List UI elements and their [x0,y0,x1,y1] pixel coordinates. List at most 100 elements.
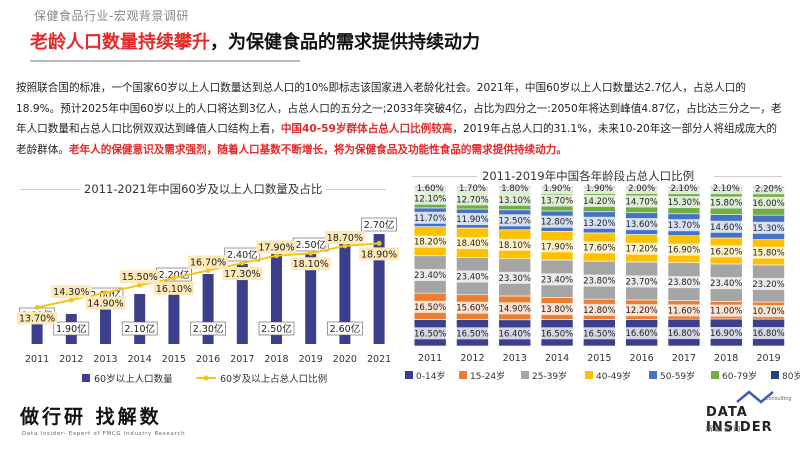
chart2-segment-label: 2.20% [755,184,782,194]
chart1-x-tick: 2019 [299,354,323,365]
chart1-ratio-point [308,250,314,256]
chart1-ratio-label-box [85,296,126,310]
chart2-label-bg [624,275,659,288]
chart2-label-bg [709,277,744,290]
chart1-svg: 1.80亿1.90亿2.00亿2.10亿2.20亿2.30亿2.40亿2.50亿… [17,217,400,385]
chart2-label-bg [709,304,744,317]
chart2-segment-label: 12.70% [456,195,488,205]
chart1-bar-label-box [258,321,295,336]
chart1-bar-label-box [53,321,90,336]
chart1-ratio-point [137,282,143,288]
chart2-label-bg [666,182,701,195]
chart2-segment-label: 16.80% [668,329,700,339]
logo-cn: 解数咨询 [706,425,742,433]
chart2-label-bg [413,300,448,313]
brand-slogan: 做行研 找解数 [20,406,162,428]
chart2-segment-label: 17.90% [541,242,573,252]
chart1-ratio-label-box [119,270,160,284]
chart2-label-bg [751,327,786,340]
chart2-label-bg [582,327,617,340]
chart1-ratio-point [103,290,108,296]
chart2-x-tick: 2014 [545,353,569,364]
chart2-segment-label: 23.20% [752,280,784,290]
chart2-segment-label: 23.80% [583,277,615,287]
chart2-label-bg [666,219,701,232]
chart2-label-bg [624,327,659,340]
chart2-legend-label: 15-24岁 [470,370,505,382]
chart2-label-bg [497,214,532,227]
chart2-label-bg [540,194,575,207]
chart2-segment-label: 18.40% [456,239,488,249]
chart2-label-bg [709,182,744,195]
chart2-segment-label: 13.70% [541,197,573,207]
chart1-ratio-label: 18.70% [327,233,363,244]
chart2-label-bg [582,241,617,254]
chart2-label-bg [666,196,701,209]
page-title: 老龄人口数量持续攀升，为保健食品的需求提供持续动力 [30,28,480,54]
chart2-segment-label: 1.80% [501,184,528,194]
chart2-label-bg [666,327,701,340]
chart2-label-bg [709,196,744,209]
chart1-bar-label: 2.50亿 [295,239,326,251]
chart2-segment-label: 23.40% [710,279,742,289]
title-highlight: 老龄人口数量持续攀升 [30,32,210,53]
chart2-segment-label: 16.50% [456,329,488,339]
chart2-label-bg [666,243,701,256]
chart2-label-bg [455,212,490,225]
chart2-segment-label: 16.90% [710,329,742,339]
chart2-segment-label: 15.80% [752,249,784,259]
chart1-bar [339,244,351,344]
chart2-label-bg [497,193,532,206]
chart1-ratio-label: 14.30% [53,287,89,298]
chart2-segment-label: 14.20% [583,197,615,207]
chart1-ratio-point [342,243,348,249]
chart2-legend-swatch [649,371,657,379]
paragraph-part1: 按照联合国的标准，一个国家60岁以上人口数量达到总人口的10%即标志该国家进入老… [16,82,782,135]
chart2-segment-label: 11.60% [668,306,700,316]
chart1-ratio-label-box [188,255,229,269]
chart2-label-bg [582,182,617,195]
chart1-ratio-label: 17.90% [258,243,294,254]
chart1-bar [134,294,146,344]
chart2-segment-label: 16.50% [414,329,446,339]
chart1-ratio-label: 14.90% [87,299,123,310]
chart2-segment-label: 2.10% [670,184,697,194]
chart2-segment-label: 16.20% [710,247,742,257]
chart1-ratio-label: 15.50% [122,272,158,283]
chart1-ratio-label-box [222,267,263,281]
chart2-legend-label: 60-79岁 [722,370,757,382]
chart2-segment-label: 13.80% [541,305,573,315]
chart2-x-tick: 2016 [630,353,654,364]
chart2-x-tick: 2015 [587,353,611,364]
chart1-x-tick: 2015 [162,354,186,365]
chart2-label-bg [582,274,617,287]
chart2-title-rule-right [714,176,782,177]
chart2-segment-label: 23.70% [625,277,657,287]
chart1-bar [31,324,43,344]
chart2-segment-label: 13.20% [583,219,615,229]
chart2-segment-label: 11.00% [710,307,742,317]
chart2-segment-label: 15.60% [456,304,488,314]
chart1-bar [202,274,214,344]
chart1-title-rule-right [326,189,386,190]
chart1-ratio-point [171,275,177,281]
chart2-segment-label: 16.80% [752,329,784,339]
breadcrumb: 保健食品行业-宏观背景调研 [34,9,189,23]
chart2-legend-label: 40-49岁 [596,370,631,382]
chart2-segment-label: 10.70% [752,307,784,317]
chart1-x-tick: 2018 [264,354,288,365]
chart2-segment-label: 13.10% [499,196,531,206]
chart1-bar-label-box [190,321,226,336]
chart1-ratio-point [274,253,279,259]
chart2-segment-label: 13.60% [625,220,657,230]
chart2-label-bg [455,237,490,250]
chart2-label-bg [413,268,448,281]
chart1-x-tick: 2017 [230,354,254,365]
data-insider-logo-mark [736,390,774,404]
chart2-segment-label: 16.50% [541,329,573,339]
chart2-segment-label: 17.60% [583,243,615,253]
chart1-bar-label: 2.60亿 [330,323,361,335]
chart2-label-bg [624,182,659,195]
chart1-bar-label-box [121,321,158,336]
chart2-x-tick: 2012 [460,353,484,364]
